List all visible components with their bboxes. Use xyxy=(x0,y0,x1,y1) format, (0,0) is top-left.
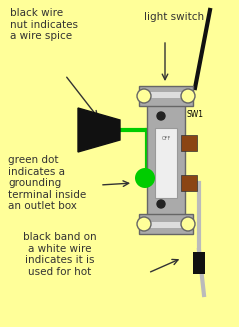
Circle shape xyxy=(157,112,165,120)
Circle shape xyxy=(157,200,165,208)
Text: light switch: light switch xyxy=(144,12,204,22)
Bar xyxy=(193,252,205,274)
Bar xyxy=(149,92,183,98)
Text: SW1: SW1 xyxy=(187,110,204,119)
Bar xyxy=(147,88,185,232)
Bar xyxy=(181,135,197,151)
Bar xyxy=(149,222,183,228)
Circle shape xyxy=(181,217,195,231)
Circle shape xyxy=(137,217,151,231)
Bar xyxy=(139,86,193,106)
Text: OFF: OFF xyxy=(161,136,171,141)
Text: black wire
nut indicates
a wire spice: black wire nut indicates a wire spice xyxy=(10,8,78,41)
Text: green dot
indicates a
grounding
terminal inside
an outlet box: green dot indicates a grounding terminal… xyxy=(8,155,86,211)
Bar xyxy=(181,175,197,191)
Circle shape xyxy=(137,89,151,103)
Text: black band on
a white wire
indicates it is
used for hot: black band on a white wire indicates it … xyxy=(23,232,97,277)
Bar xyxy=(155,128,177,198)
Polygon shape xyxy=(78,108,120,152)
Circle shape xyxy=(181,89,195,103)
Bar xyxy=(139,214,193,234)
Circle shape xyxy=(135,168,155,188)
